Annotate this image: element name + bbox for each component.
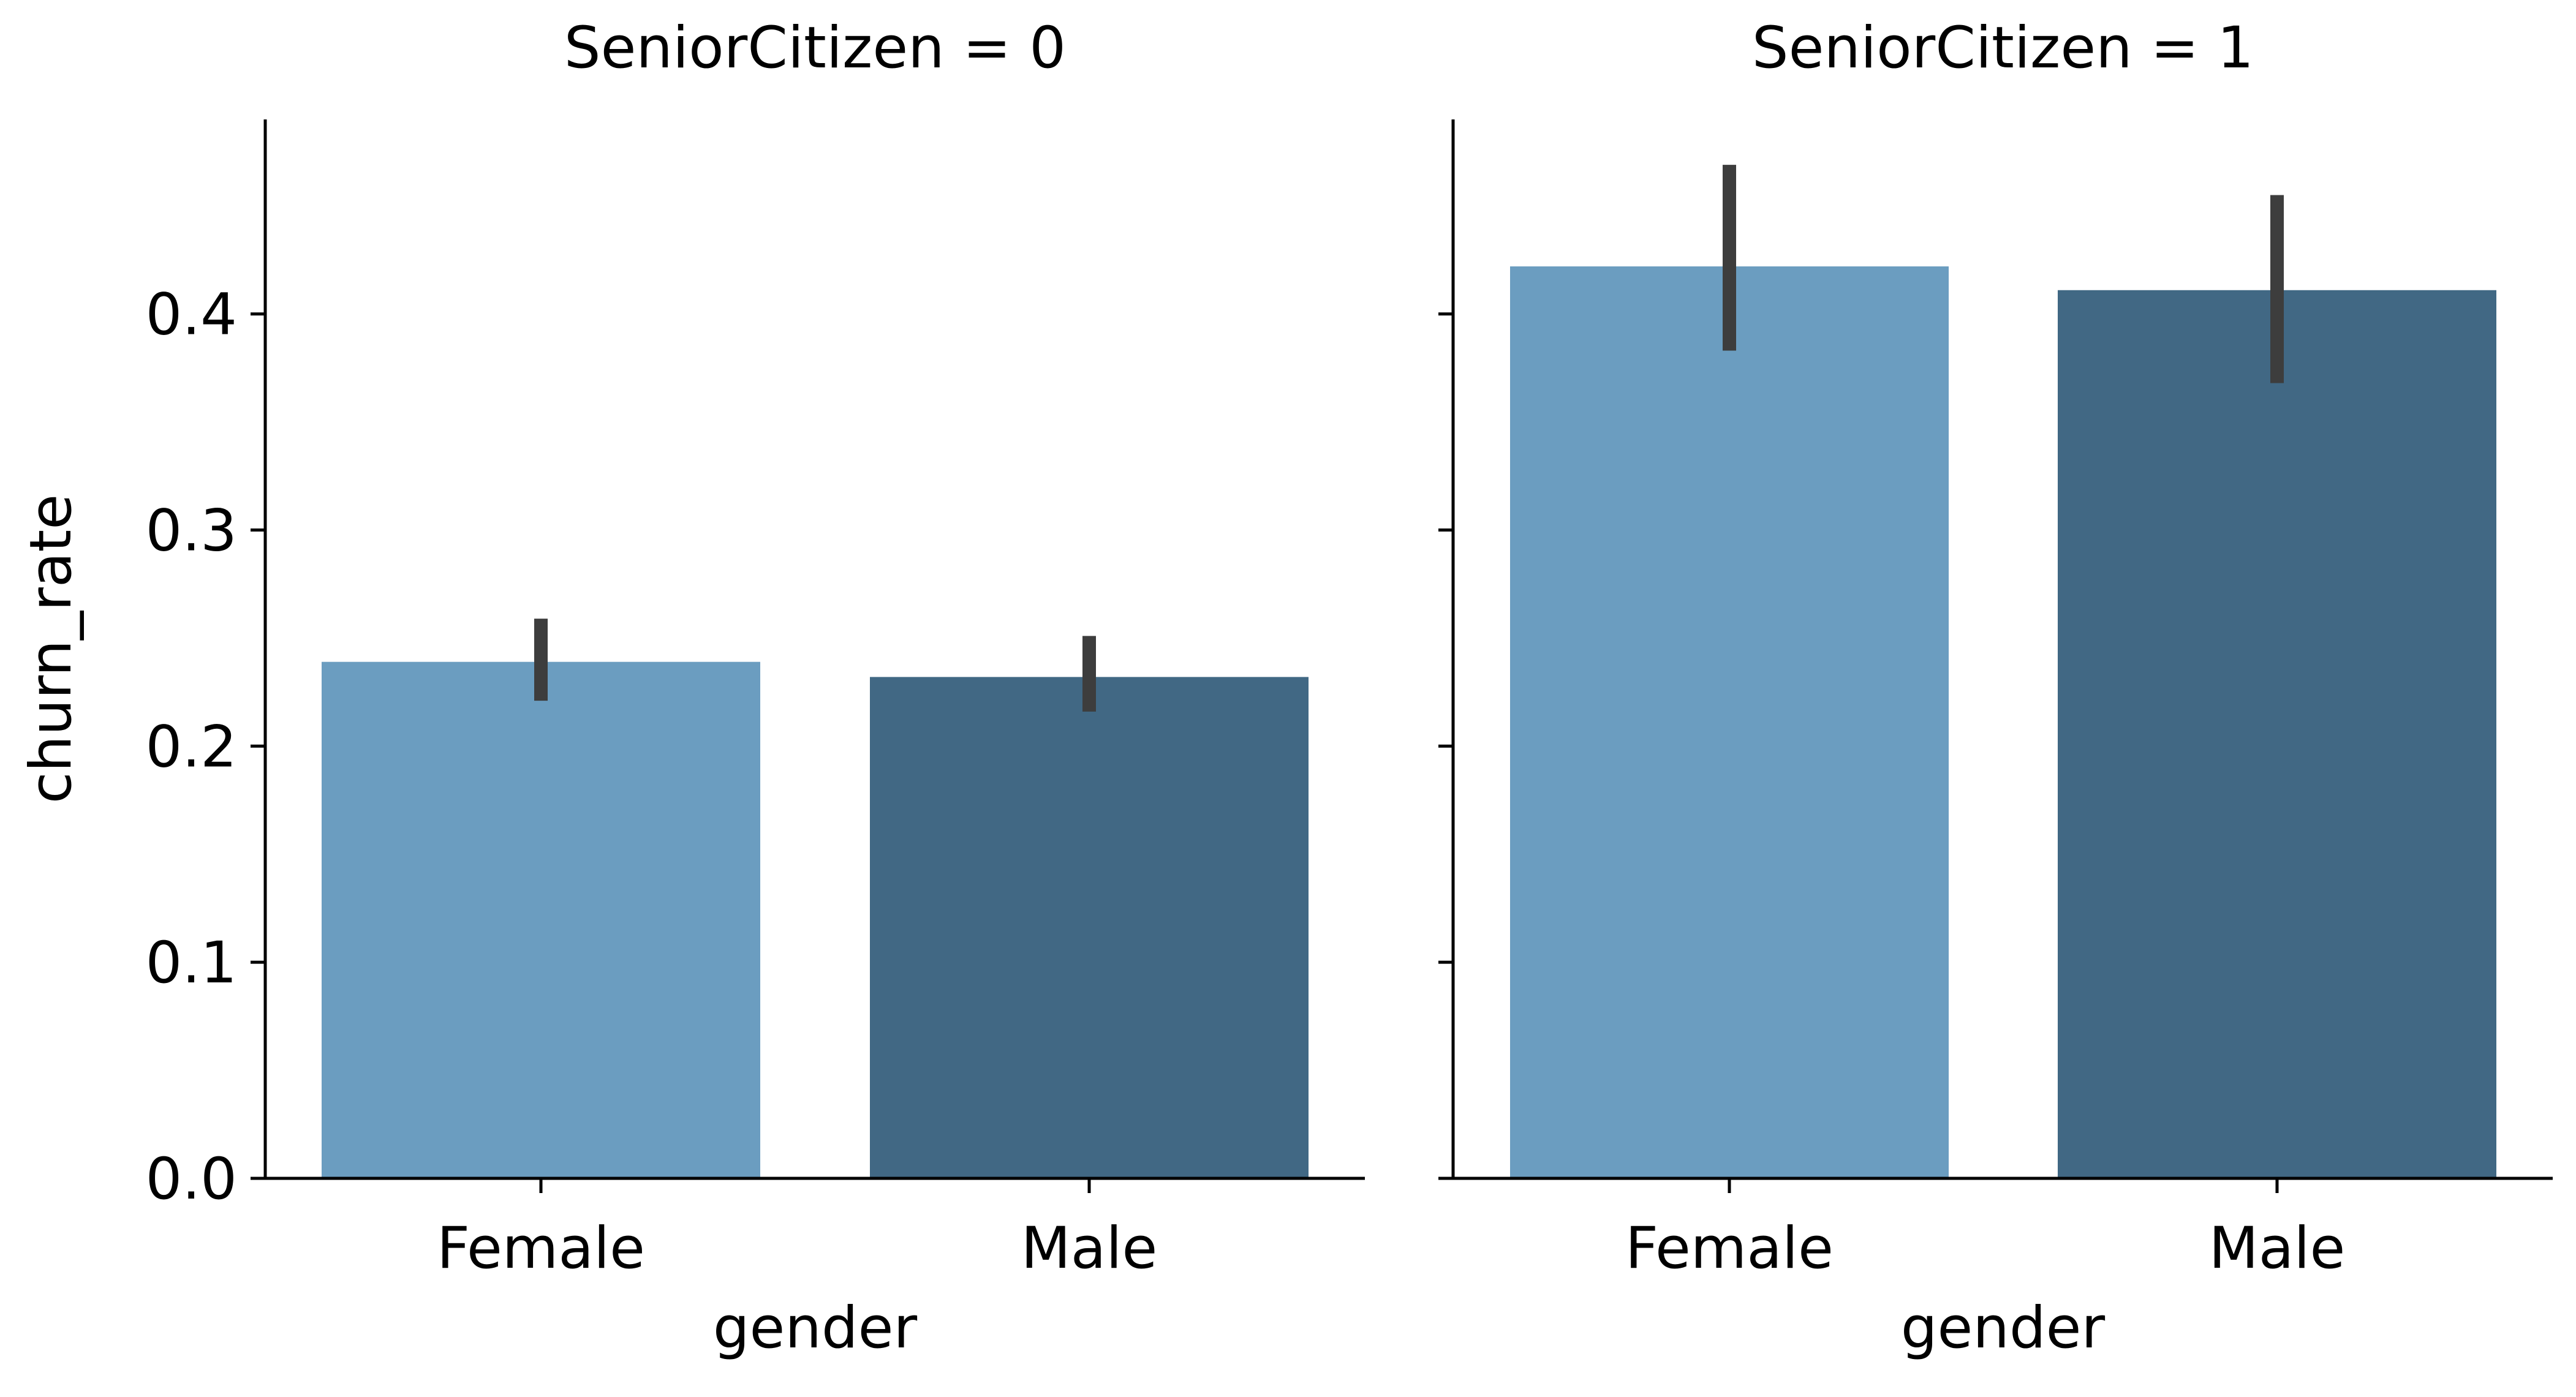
x-axis-label: gender <box>1901 1295 2106 1361</box>
bar-female <box>322 661 760 1178</box>
bar-female <box>1510 266 1949 1178</box>
panel-title: SeniorCitizen = 0 <box>564 15 1066 81</box>
x-axis-label: gender <box>713 1295 918 1361</box>
panel-senior-1: SeniorCitizen = 1 Female Male gender <box>1438 15 2553 1361</box>
bar-male <box>2058 290 2496 1179</box>
x-tick-label: Female <box>1625 1215 1834 1282</box>
bar-male <box>870 677 1309 1178</box>
x-tick-label: Male <box>2209 1215 2346 1282</box>
panel-senior-0: SeniorCitizen = 0 Female Male 0.0 0.1 0.2 0.3 0… <box>18 15 1365 1361</box>
panel-title: SeniorCitizen = 1 <box>1752 15 2254 81</box>
y-tick-label: 0.2 <box>146 714 238 780</box>
x-tick-label: Male <box>1021 1215 1158 1282</box>
y-tick-label: 0.0 <box>146 1146 238 1213</box>
y-axis-label: churn_rate <box>18 494 85 804</box>
x-tick-label: Female <box>437 1215 645 1282</box>
y-tick-label: 0.1 <box>146 930 238 996</box>
y-tick-label: 0.3 <box>146 497 238 564</box>
y-tick-label: 0.4 <box>146 282 238 348</box>
